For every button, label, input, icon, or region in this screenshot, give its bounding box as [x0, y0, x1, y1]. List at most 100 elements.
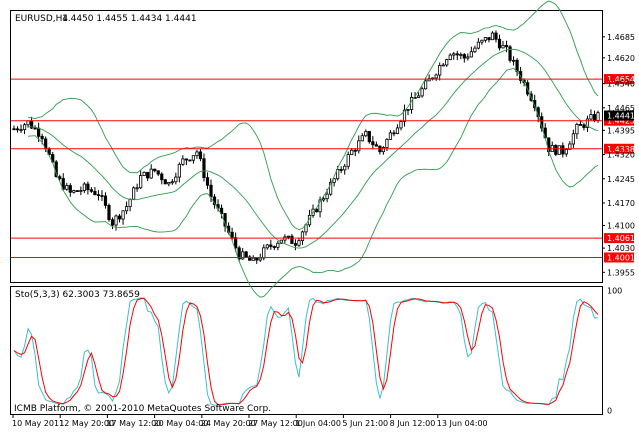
- candle-body: [170, 181, 174, 184]
- candle-body: [290, 235, 294, 244]
- main-chart-frame[interactable]: [10, 10, 603, 283]
- candle-body: [58, 176, 62, 179]
- time-tick-label: 27 May 12:00: [248, 419, 303, 428]
- candle-body: [438, 65, 442, 76]
- candle-body: [68, 185, 72, 193]
- time-tick-label: 8 Jun 12:00: [390, 419, 436, 428]
- stochastic-title: Sto(5,3,3) 62.3003 73.8659: [15, 290, 140, 300]
- candle-body: [350, 149, 354, 156]
- candle-body: [195, 151, 199, 157]
- stochastic-main-line: [13, 297, 599, 406]
- candle-body: [508, 46, 512, 61]
- candle-body: [336, 169, 340, 180]
- candle-body: [314, 208, 319, 213]
- candle-body: [202, 158, 206, 178]
- candle-body: [571, 133, 575, 145]
- candle-body: [490, 32, 495, 41]
- candle-body: [22, 124, 27, 131]
- candle-body: [248, 256, 252, 261]
- candle-body: [585, 118, 590, 128]
- candle-body: [251, 257, 255, 261]
- candle-body: [357, 140, 361, 152]
- candle-body: [416, 95, 421, 98]
- candle-body: [561, 145, 565, 155]
- candle-body: [483, 37, 488, 41]
- candle-body: [448, 54, 452, 61]
- level-badge-label: 1.4001: [607, 253, 635, 262]
- candle-body: [121, 210, 125, 220]
- candle-body: [575, 124, 579, 135]
- candle-body: [65, 185, 69, 190]
- bollinger-bands: [27, 0, 599, 298]
- time-tick-label: 10 May 2011: [12, 419, 64, 428]
- candle-body: [353, 149, 357, 152]
- candle-body: [153, 168, 157, 172]
- candle-body: [128, 198, 132, 208]
- candle-body: [388, 132, 393, 140]
- candle-body: [568, 143, 572, 150]
- candle-body: [420, 88, 424, 97]
- candle-body: [132, 187, 136, 200]
- middle-band-line: [28, 48, 599, 249]
- price-tick-label: 1.4465: [607, 104, 635, 113]
- candle-body: [441, 64, 445, 67]
- candle-body: [329, 182, 333, 195]
- candle-body: [19, 129, 23, 132]
- level-badge-label: 1.4338: [607, 145, 635, 154]
- candle-body: [198, 151, 203, 160]
- price-tick-label: 1.4100: [607, 222, 635, 231]
- candle-body: [177, 163, 181, 178]
- candle-body: [494, 32, 498, 40]
- candle-body: [258, 257, 262, 261]
- candle-body: [26, 120, 30, 126]
- candle-body: [504, 44, 509, 48]
- candle-body: [381, 147, 385, 153]
- price-tick-label: 1.4620: [607, 54, 635, 63]
- candle-body: [596, 112, 600, 121]
- stochastic-frame[interactable]: [10, 286, 603, 415]
- level-badge-label: 1.4425: [607, 117, 635, 126]
- candle-body: [107, 205, 111, 221]
- candle-body: [265, 244, 269, 249]
- candle-body: [476, 41, 480, 49]
- candle-body: [237, 247, 241, 260]
- time-tick-label: 20 May 04:00: [154, 419, 209, 428]
- candle-body: [582, 124, 586, 128]
- candle-body: [149, 168, 153, 179]
- candle-body: [297, 240, 301, 246]
- candle-body: [395, 127, 400, 134]
- time-tick-label: 5 Jun 21:00: [342, 419, 388, 428]
- candle-body: [114, 215, 118, 226]
- candle-body: [473, 47, 477, 53]
- level-badge: [604, 233, 634, 244]
- candle-body: [589, 114, 593, 120]
- price-tick-label: 1.4170: [607, 199, 635, 208]
- candle-body: [33, 127, 37, 130]
- stochastic-tick-label: 0: [607, 406, 612, 415]
- candle-body: [262, 247, 266, 259]
- candle-body: [592, 114, 597, 121]
- candle-body: [184, 158, 188, 161]
- candle-body: [160, 173, 164, 181]
- candle-body: [557, 145, 561, 155]
- candle-body: [276, 242, 280, 248]
- candle-body: [79, 190, 83, 192]
- candle-body: [15, 128, 20, 131]
- candle-body: [487, 37, 491, 41]
- candle-body: [424, 80, 428, 90]
- candle-body: [103, 195, 108, 206]
- candle-body: [205, 177, 210, 186]
- candle-body: [37, 127, 41, 137]
- candle-body: [241, 251, 245, 260]
- candle-body: [12, 128, 16, 131]
- candle-body: [110, 219, 115, 226]
- candle-body: [434, 74, 438, 79]
- candle-body: [360, 135, 364, 142]
- candle-body: [139, 175, 143, 189]
- candle-body: [466, 56, 470, 59]
- candle-body: [469, 51, 473, 58]
- candle-body: [385, 138, 389, 148]
- candle-body: [455, 53, 459, 56]
- chart-title: EURUSD,H4: [15, 14, 68, 24]
